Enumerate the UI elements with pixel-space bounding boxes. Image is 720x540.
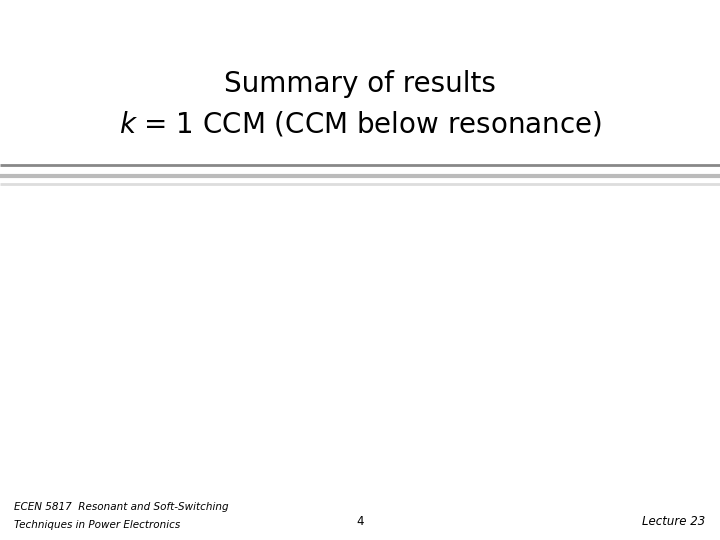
Text: Techniques in Power Electronics: Techniques in Power Electronics — [14, 520, 181, 530]
Text: $k$ = 1 CCM (CCM below resonance): $k$ = 1 CCM (CCM below resonance) — [119, 110, 601, 139]
Text: Summary of results: Summary of results — [224, 70, 496, 98]
Text: 4: 4 — [356, 515, 364, 528]
Text: ECEN 5817  Resonant and Soft-Switching: ECEN 5817 Resonant and Soft-Switching — [14, 502, 229, 512]
Text: Lecture 23: Lecture 23 — [642, 515, 706, 528]
